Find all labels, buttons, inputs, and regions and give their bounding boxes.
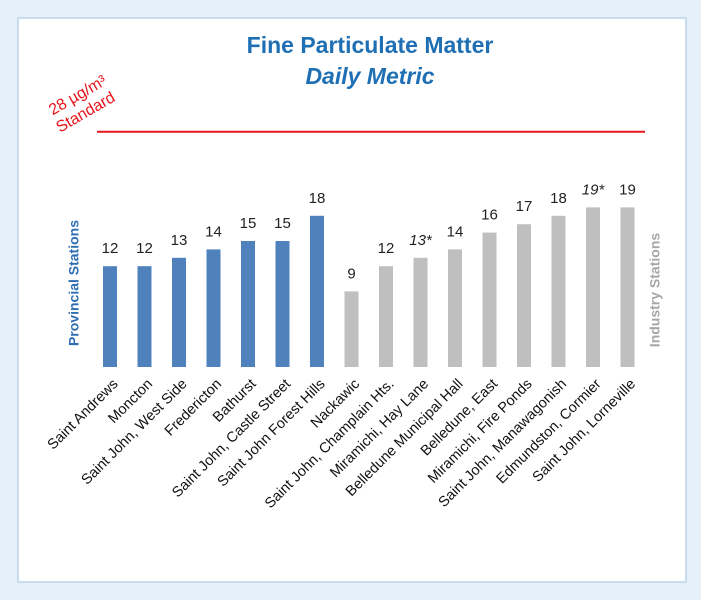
bar — [275, 241, 290, 367]
bar — [448, 249, 462, 367]
value-label: 15 — [240, 215, 257, 232]
value-label: 18 — [550, 190, 567, 207]
value-label: 14 — [447, 223, 464, 240]
bar — [551, 215, 566, 367]
group-label: Industry Stations — [647, 233, 663, 348]
bar — [482, 232, 497, 367]
group-label: Provincial Stations — [66, 220, 82, 346]
bar — [379, 266, 393, 367]
value-label: 19* — [582, 181, 606, 198]
bar — [206, 249, 221, 367]
bar — [620, 207, 635, 367]
value-label: 13* — [409, 232, 433, 249]
bar — [586, 207, 600, 367]
bar — [103, 266, 117, 367]
bar — [310, 215, 324, 367]
bar — [413, 257, 428, 367]
value-label: 12 — [136, 240, 153, 257]
bar — [137, 266, 152, 367]
value-label: 17 — [516, 198, 533, 215]
value-label: 14 — [205, 223, 222, 240]
value-label: 16 — [481, 207, 498, 224]
bar — [172, 257, 186, 367]
value-label: 15 — [274, 215, 291, 232]
bar — [344, 291, 359, 367]
chart-title: Fine Particulate Matter — [247, 32, 494, 58]
bar — [241, 241, 255, 367]
value-label: 12 — [102, 240, 119, 257]
value-label: 13 — [171, 232, 188, 249]
bar — [517, 224, 531, 367]
value-label: 9 — [347, 265, 355, 282]
chart-subtitle: Daily Metric — [305, 63, 434, 89]
value-label: 18 — [309, 190, 326, 207]
value-label: 19 — [619, 181, 636, 198]
value-label: 12 — [378, 240, 395, 257]
